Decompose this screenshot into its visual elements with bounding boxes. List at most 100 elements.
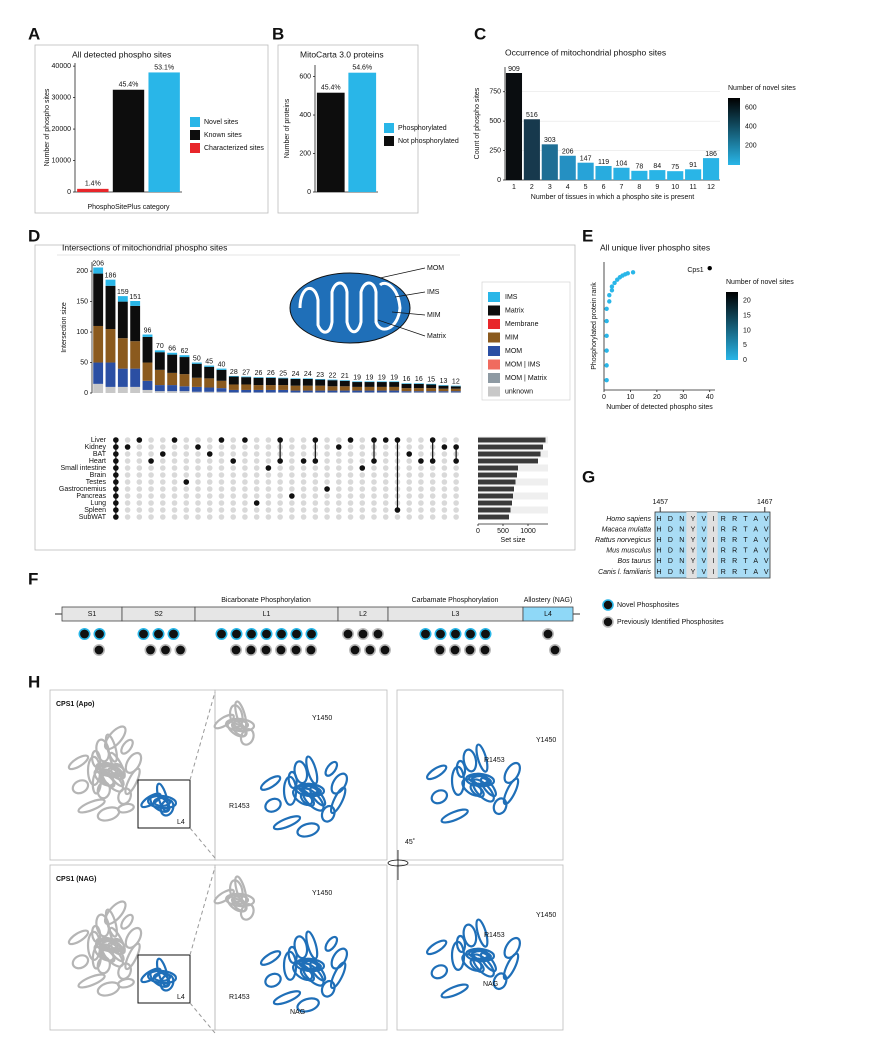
matrix-dot bbox=[218, 486, 225, 492]
panel-label: B bbox=[272, 24, 284, 43]
ribbon-blue bbox=[292, 962, 314, 982]
bar-total: 151 bbox=[129, 294, 141, 301]
y-tick-label: 40000 bbox=[52, 63, 72, 70]
matrix-dot bbox=[336, 479, 342, 485]
diagram-label: IMS bbox=[427, 289, 440, 296]
matrix-dot-active bbox=[124, 444, 131, 450]
panel-label: G bbox=[582, 467, 595, 486]
matrix-dot-active bbox=[171, 437, 178, 443]
matrix-dot bbox=[441, 451, 448, 457]
matrix-dot bbox=[371, 514, 377, 520]
rotation-label: 45˚ bbox=[405, 838, 415, 846]
set-bar bbox=[478, 507, 511, 513]
residue-label: R1453 bbox=[484, 932, 505, 939]
legend-known bbox=[602, 616, 614, 628]
novel-site bbox=[78, 627, 91, 640]
ribbon-blue bbox=[468, 774, 492, 786]
matrix-dot bbox=[324, 500, 330, 506]
zoom-label: L4 bbox=[177, 819, 185, 826]
ribbon-blue bbox=[272, 815, 302, 831]
legend-label: Previously Identified Phosphosites bbox=[617, 619, 724, 626]
bar-segment bbox=[117, 296, 128, 302]
row-band bbox=[478, 506, 548, 514]
y-tick-label: 200 bbox=[76, 268, 88, 275]
bar-segment bbox=[179, 355, 190, 358]
ribbon-gray bbox=[228, 704, 244, 729]
matrix-dot-active bbox=[324, 486, 330, 492]
bar-value: 104 bbox=[616, 161, 628, 168]
matrix-dot bbox=[195, 493, 201, 499]
bar-segment bbox=[154, 350, 165, 353]
point bbox=[604, 363, 609, 368]
matrix-dot bbox=[265, 451, 272, 457]
matrix-dot-active bbox=[230, 458, 236, 464]
legend-label: Phosphorylated bbox=[398, 125, 447, 132]
y-tick-label: 250 bbox=[489, 147, 501, 154]
bar-value: 84 bbox=[653, 163, 661, 170]
matrix-dot bbox=[160, 507, 166, 513]
ribbon-blue bbox=[330, 772, 349, 795]
zoom-guide bbox=[189, 1002, 216, 1034]
known-site bbox=[274, 643, 287, 656]
bar-segment bbox=[105, 279, 116, 286]
matrix-dot bbox=[230, 472, 236, 478]
matrix-dot bbox=[183, 493, 190, 499]
matrix-dot bbox=[148, 507, 154, 513]
matrix-dot bbox=[441, 486, 448, 492]
bar-segment bbox=[364, 381, 375, 383]
matrix-dot bbox=[289, 465, 295, 471]
matrix-dot bbox=[148, 451, 154, 457]
matrix-dot-active bbox=[429, 458, 436, 464]
matrix-dot bbox=[136, 500, 143, 506]
set-bar bbox=[478, 451, 541, 457]
matrix-dot bbox=[289, 500, 295, 506]
legend-swatch bbox=[488, 386, 500, 397]
diagram-label: Matrix bbox=[427, 333, 447, 340]
domain-label: S1 bbox=[88, 611, 97, 618]
legend-label: unknown bbox=[505, 388, 533, 395]
ribbon-blue bbox=[259, 775, 282, 791]
matrix-dot bbox=[418, 500, 424, 506]
matrix-dot bbox=[406, 500, 413, 506]
matrix-dot-active bbox=[113, 514, 119, 520]
ligand-label: NAG bbox=[290, 1009, 305, 1016]
matrix-dot bbox=[441, 437, 448, 443]
y-tick-label: 0 bbox=[84, 390, 88, 397]
y-axis-label: Count of phospho sites bbox=[474, 87, 481, 159]
point bbox=[612, 280, 617, 286]
matrix-dot bbox=[183, 465, 190, 471]
ribbon-blue bbox=[159, 973, 175, 992]
legend-swatch bbox=[384, 123, 394, 133]
matrix-dot bbox=[124, 472, 131, 478]
matrix-dot bbox=[218, 493, 225, 499]
bar-segment bbox=[450, 385, 461, 387]
ribbon-blue bbox=[272, 990, 302, 1006]
ribbon-blue bbox=[479, 776, 497, 798]
novel-site bbox=[260, 627, 273, 640]
bar-total: 15 bbox=[427, 377, 435, 384]
bar bbox=[631, 170, 648, 180]
matrix-dot bbox=[136, 472, 143, 478]
matrix-dot-active bbox=[113, 458, 119, 464]
bar-total: 19 bbox=[378, 374, 386, 381]
bar-total: 16 bbox=[415, 376, 423, 383]
bar-segment bbox=[130, 300, 141, 306]
bar-segment bbox=[179, 386, 190, 392]
known-site bbox=[159, 643, 172, 656]
chart-title: All unique liver phospho sites bbox=[600, 242, 710, 252]
ribbon-gray bbox=[228, 879, 244, 904]
residue-label: R1453 bbox=[229, 994, 250, 1001]
bar-segment bbox=[376, 390, 387, 393]
novel-site bbox=[215, 627, 228, 640]
matrix-dot bbox=[230, 486, 236, 492]
bar-segment bbox=[413, 391, 424, 393]
known-site bbox=[230, 643, 243, 656]
bar-segment bbox=[204, 391, 215, 393]
species-label: Rattus norvegicus bbox=[595, 537, 652, 544]
matrix-dot bbox=[382, 479, 389, 485]
matrix-dot bbox=[429, 500, 436, 506]
matrix-dot bbox=[195, 500, 201, 506]
bar-value: 909 bbox=[508, 66, 520, 73]
y-tick-label: 10000 bbox=[52, 157, 72, 164]
matrix-dot bbox=[289, 514, 295, 520]
